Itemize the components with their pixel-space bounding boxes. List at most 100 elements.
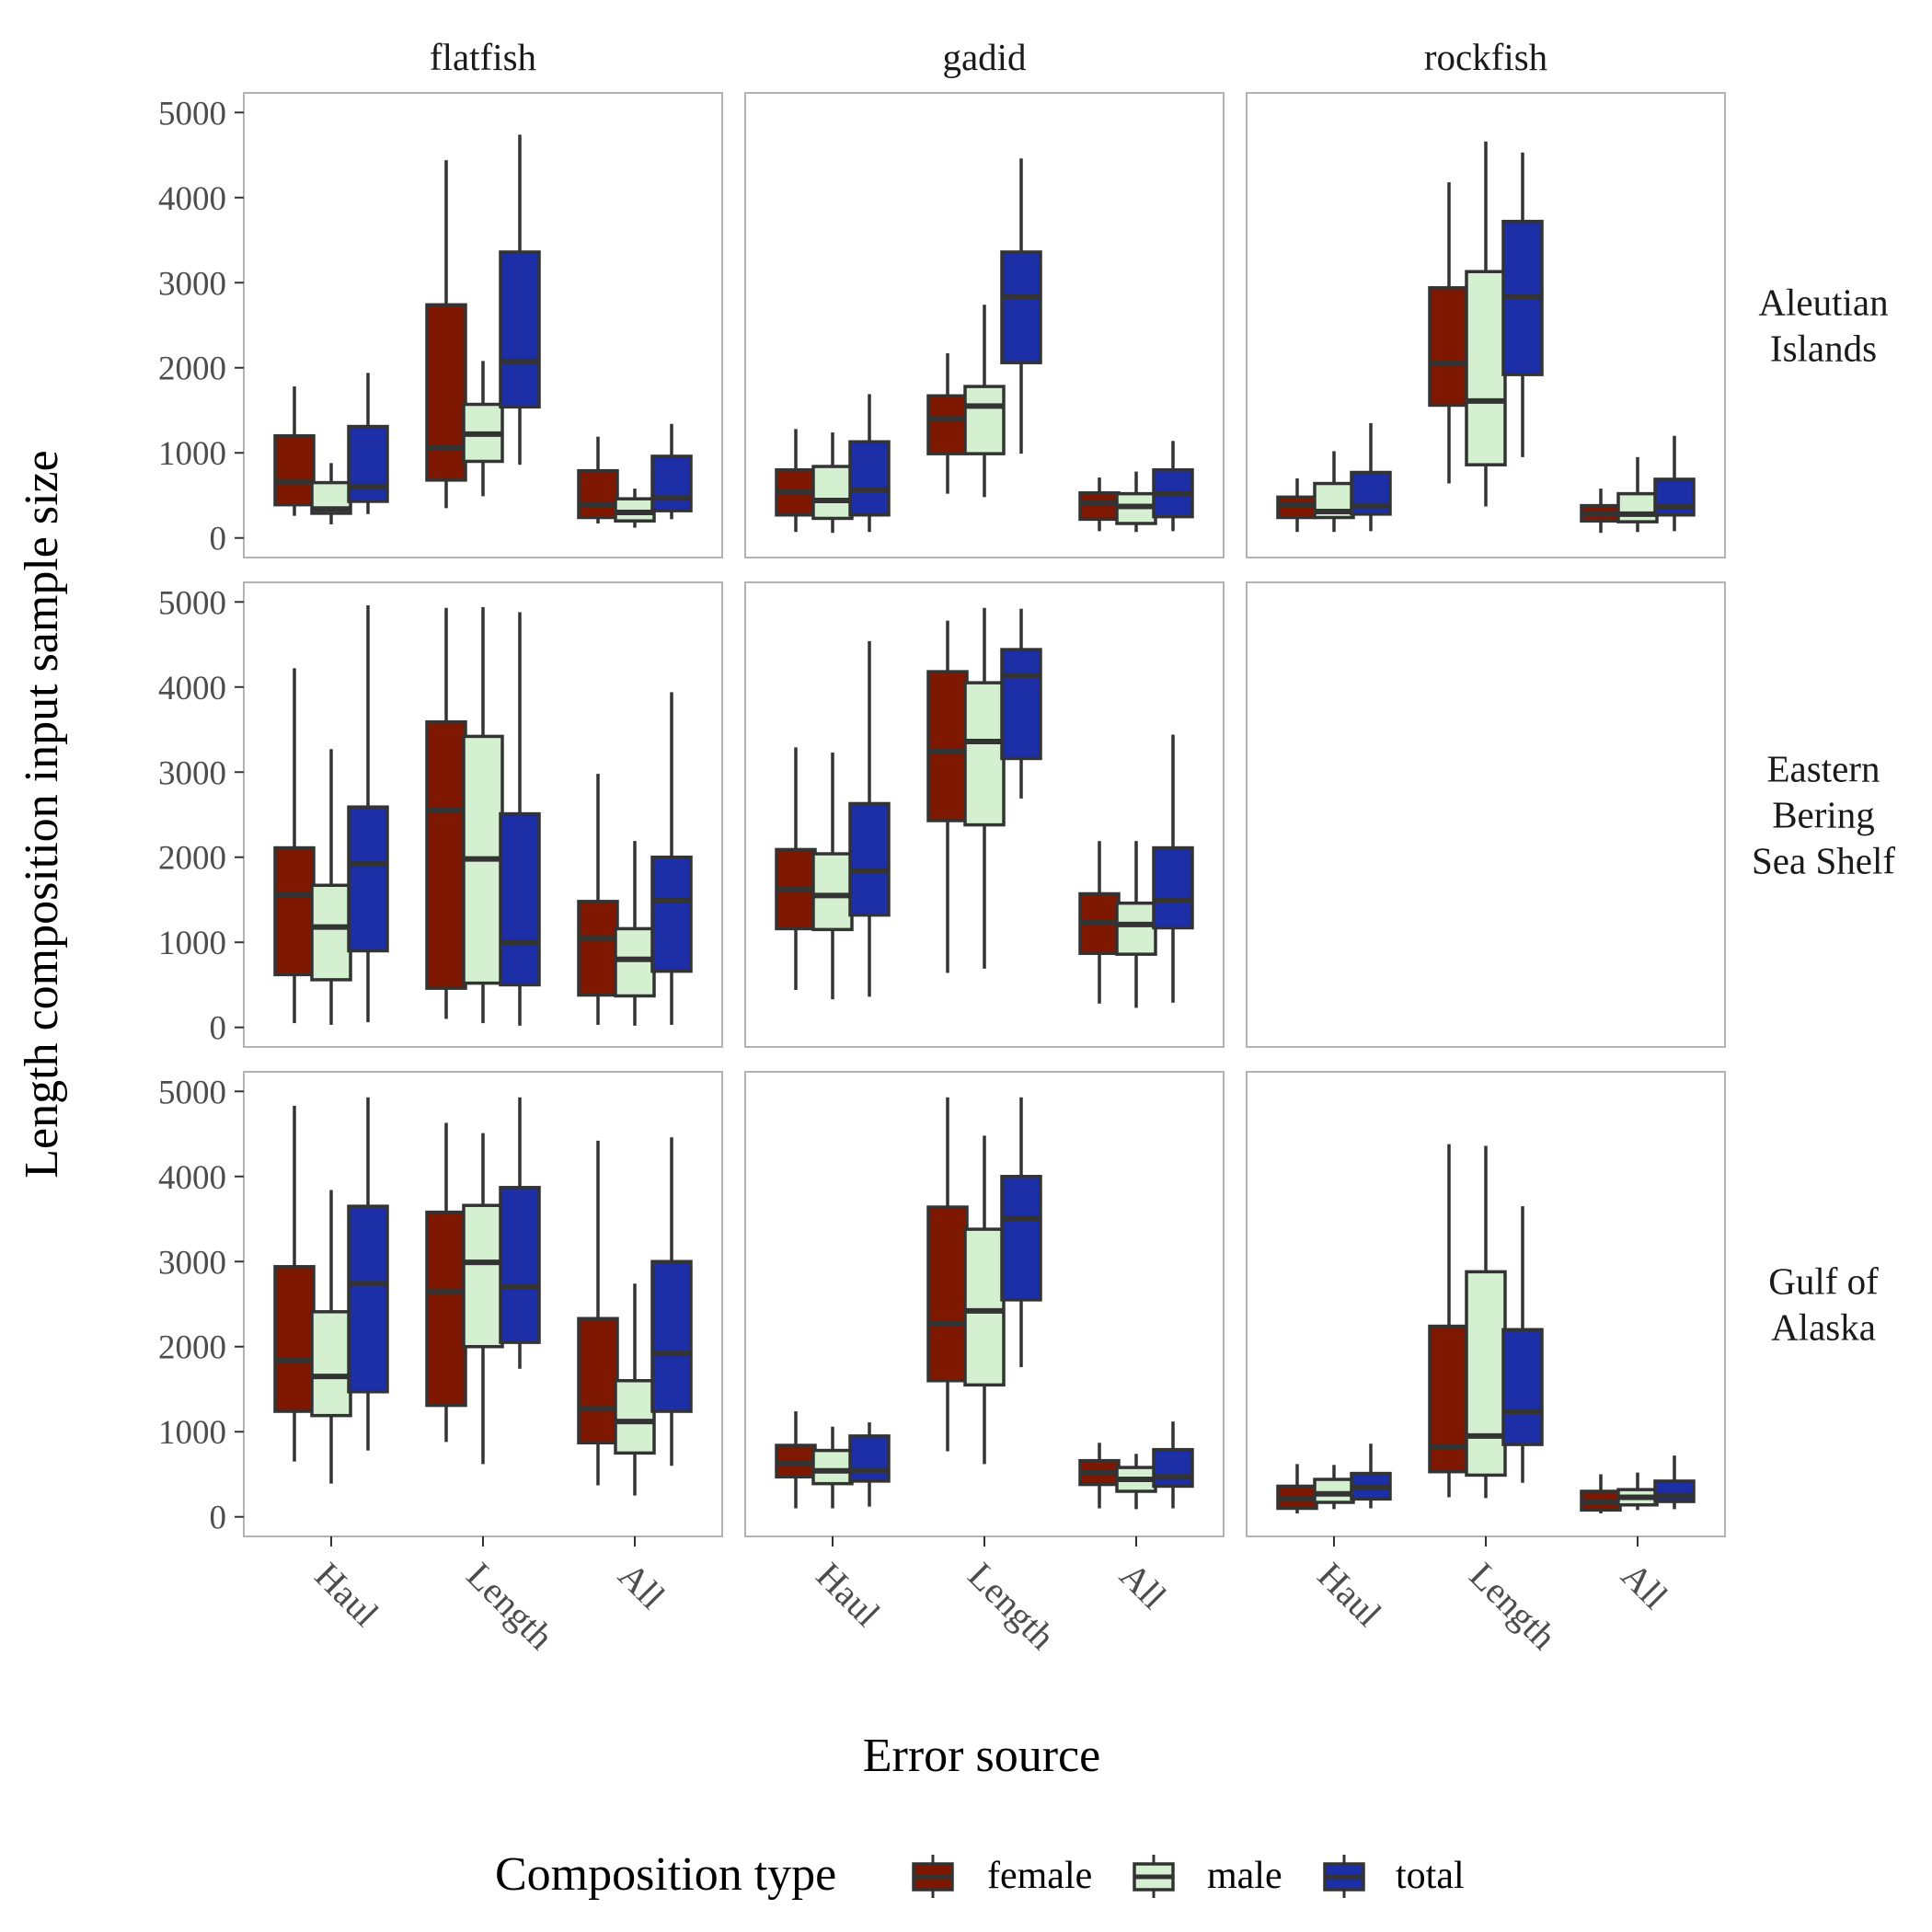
facet-row-label: Gulf of [1768, 1260, 1879, 1303]
box-flatfish-all-total [650, 1137, 693, 1466]
y-tick-label: 0 [210, 1010, 227, 1048]
iqr-box [1152, 845, 1194, 930]
box-rockfish-all-male [1616, 456, 1659, 533]
facet-col-label: gadid [942, 36, 1026, 78]
iqr-box [811, 852, 854, 932]
iqr-box [1465, 270, 1507, 466]
iqr-box [462, 1203, 504, 1349]
box-gadid-all-total [1152, 734, 1194, 1003]
iqr-box [1428, 1324, 1470, 1474]
box-rockfish-length-female [1428, 1144, 1470, 1498]
y-tick-label: 1000 [158, 435, 226, 473]
legend: Composition type female male total [495, 1848, 1465, 1901]
facet-row-label: Alaska [1771, 1306, 1876, 1349]
facet-col-label: flatfish [430, 36, 536, 78]
y-tick-label: 3000 [158, 1244, 226, 1282]
x-tick-label: Haul [307, 1555, 387, 1635]
iqr-box [577, 468, 619, 520]
facet-row-label: Sea Shelf [1752, 840, 1895, 882]
iqr-box [848, 1434, 891, 1483]
box-flatfish-length-male [462, 1133, 504, 1465]
box-rockfish-length-female [1428, 182, 1470, 484]
box-rockfish-haul-female [1276, 477, 1318, 533]
iqr-box [650, 454, 693, 512]
box-flatfish-haul-male [310, 463, 352, 524]
y-tick-label: 4000 [158, 180, 226, 218]
iqr-box [347, 1204, 389, 1394]
y-tick-label: 5000 [158, 1074, 226, 1111]
box-flatfish-length-female [425, 607, 467, 1019]
iqr-box [1653, 1479, 1696, 1503]
legend-label-male: male [1207, 1855, 1282, 1897]
box-gadid-length-total [1000, 158, 1042, 454]
box-flatfish-length-male [462, 361, 504, 497]
iqr-box [425, 1210, 467, 1408]
box-gadid-all-female [1078, 477, 1121, 532]
y-axis-title: Length composition input sample size [16, 450, 68, 1178]
x-tick-label: All [1112, 1555, 1175, 1617]
iqr-box [310, 883, 352, 982]
box-flatfish-haul-female [273, 668, 316, 1024]
iqr-box [811, 465, 854, 521]
y-tick-label: 5000 [158, 95, 226, 132]
y-tick-label: 1000 [158, 1414, 226, 1452]
box-gadid-haul-total [848, 394, 891, 533]
legend-key-female [912, 1855, 954, 1898]
iqr-box [811, 1448, 854, 1486]
box-gadid-all-male [1115, 841, 1157, 1008]
iqr-box [1115, 901, 1157, 956]
iqr-box [1000, 648, 1042, 761]
iqr-box [1000, 1175, 1042, 1302]
x-tick-label: Haul [809, 1555, 889, 1635]
box-flatfish-all-male [614, 841, 656, 1026]
iqr-box [963, 385, 1006, 455]
iqr-box [1653, 477, 1696, 517]
box-rockfish-all-male [1616, 1472, 1659, 1511]
x-tick-label: All [611, 1555, 673, 1617]
iqr-box [650, 1259, 693, 1413]
iqr-box [347, 805, 389, 953]
iqr-box [425, 719, 467, 990]
iqr-box [1616, 491, 1659, 523]
box-rockfish-haul-female [1276, 1464, 1318, 1514]
x-tick-label: Length [459, 1555, 562, 1658]
box-flatfish-all-female [577, 774, 619, 1025]
iqr-box [963, 681, 1006, 827]
x-tick-label: All [1614, 1555, 1676, 1617]
iqr-box [347, 424, 389, 503]
legend-key-total [1323, 1855, 1365, 1898]
y-tick-label: 3000 [158, 265, 226, 303]
box-gadid-all-total [1152, 1421, 1194, 1509]
iqr-box [963, 1227, 1006, 1387]
iqr-box [848, 440, 891, 517]
iqr-box [310, 1310, 352, 1418]
y-tick-label: 0 [210, 521, 227, 558]
box-flatfish-haul-total [347, 1097, 389, 1451]
box-rockfish-haul-total [1350, 422, 1392, 532]
box-gadid-length-male [963, 1135, 1006, 1465]
iqr-box [273, 1265, 316, 1413]
x-tick-label: Length [1462, 1555, 1565, 1658]
box-gadid-all-total [1152, 441, 1194, 532]
facet-col-label: rockfish [1424, 36, 1547, 78]
x-tick-label: Haul [1310, 1555, 1390, 1635]
y-tick-label: 2000 [158, 351, 226, 388]
box-flatfish-haul-female [273, 386, 316, 516]
box-gadid-all-female [1078, 1443, 1121, 1509]
box-gadid-haul-male [811, 752, 854, 1000]
box-flatfish-haul-total [347, 373, 389, 514]
y-tick-label: 1000 [158, 925, 226, 962]
facet-row-label: Aleutian [1758, 282, 1888, 324]
y-tick-label: 2000 [158, 1329, 226, 1367]
y-tick-label: 0 [210, 1500, 227, 1537]
iqr-box [1000, 250, 1042, 364]
box-rockfish-length-total [1501, 152, 1544, 457]
box-gadid-haul-total [848, 1422, 891, 1507]
y-tick-label: 5000 [158, 584, 226, 622]
iqr-box [1465, 1270, 1507, 1478]
box-flatfish-length-total [499, 134, 541, 466]
box-rockfish-haul-male [1313, 451, 1355, 533]
box-flatfish-all-female [577, 436, 619, 524]
panel-rockfish-2 [1246, 581, 1726, 1048]
